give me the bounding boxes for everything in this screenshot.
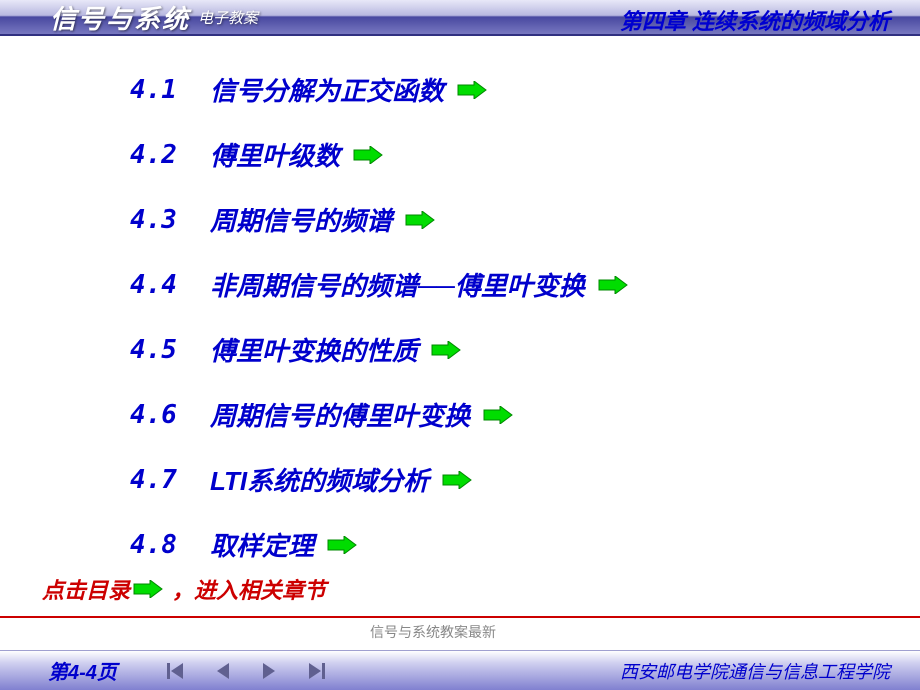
toc-label: 信号分解为正交函数 <box>210 71 444 108</box>
arrow-right-icon <box>441 471 473 489</box>
toc-item-5[interactable]: 4.5 傅里叶变换的性质 <box>130 331 920 368</box>
toc-number: 4.7 <box>130 465 210 495</box>
prev-page-button[interactable] <box>215 663 231 679</box>
toc-item-3[interactable]: 4.3 周期信号的频谱 <box>130 201 920 238</box>
toc-number: 4.2 <box>130 140 210 170</box>
header-bar: 信号与系统 电子教案 第四章 连续系统的频域分析 <box>0 0 920 36</box>
arrow-right-icon <box>404 211 436 229</box>
toc-number: 4.4 <box>130 270 210 300</box>
toc-label: 傅里叶级数 <box>210 136 340 173</box>
arrow-right-icon <box>482 406 514 424</box>
arrow-right-icon <box>132 580 164 598</box>
toc-item-8[interactable]: 4.8 取样定理 <box>130 526 920 563</box>
toc-item-6[interactable]: 4.6 周期信号的傅里叶变换 <box>130 396 920 433</box>
toc-item-2[interactable]: 4.2 傅里叶级数 <box>130 136 920 173</box>
course-title: 信号与系统 <box>50 0 190 36</box>
toc-number: 4.5 <box>130 335 210 365</box>
page-number: 第4-4页 <box>48 656 117 685</box>
watermark-text: 信号与系统教案最新 <box>370 622 496 642</box>
nav-button-group <box>167 663 325 679</box>
toc-label: 非周期信号的频谱──傅里叶变换 <box>210 266 585 303</box>
chapter-title: 第四章 连续系统的频域分析 <box>620 4 890 36</box>
note-text-2: ，进入相关章节 <box>172 573 326 605</box>
arrow-right-icon <box>430 341 462 359</box>
toc-number: 4.8 <box>130 530 210 560</box>
toc-number: 4.1 <box>130 75 210 105</box>
school-name: 西安邮电学院通信与信息工程学院 <box>620 658 890 684</box>
first-page-button[interactable] <box>167 663 185 679</box>
divider-line <box>0 616 920 618</box>
course-subtitle: 电子教案 <box>198 7 258 28</box>
footer-bar: 第4-4页 西安邮电学院通信与信息工程学院 <box>0 650 920 690</box>
instruction-note: 点击目录 ，进入相关章节 <box>42 573 326 605</box>
last-page-button[interactable] <box>307 663 325 679</box>
toc-label: 周期信号的频谱 <box>210 201 392 238</box>
arrow-right-icon <box>597 276 629 294</box>
toc-label: LTI系统的频域分析 <box>210 461 429 498</box>
note-text-1: 点击目录 <box>42 573 130 605</box>
toc-number: 4.3 <box>130 205 210 235</box>
toc-number: 4.6 <box>130 400 210 430</box>
toc-item-4[interactable]: 4.4 非周期信号的频谱──傅里叶变换 <box>130 266 920 303</box>
arrow-right-icon <box>326 536 358 554</box>
arrow-right-icon <box>456 81 488 99</box>
toc-label: 傅里叶变换的性质 <box>210 331 418 368</box>
toc-content: 4.1 信号分解为正交函数 4.2 傅里叶级数 4.3 周期信号的频谱 4.4 … <box>0 36 920 563</box>
toc-item-1[interactable]: 4.1 信号分解为正交函数 <box>130 71 920 108</box>
toc-label: 取样定理 <box>210 526 314 563</box>
toc-label: 周期信号的傅里叶变换 <box>210 396 470 433</box>
arrow-right-icon <box>352 146 384 164</box>
toc-item-7[interactable]: 4.7 LTI系统的频域分析 <box>130 461 920 498</box>
next-page-button[interactable] <box>261 663 277 679</box>
